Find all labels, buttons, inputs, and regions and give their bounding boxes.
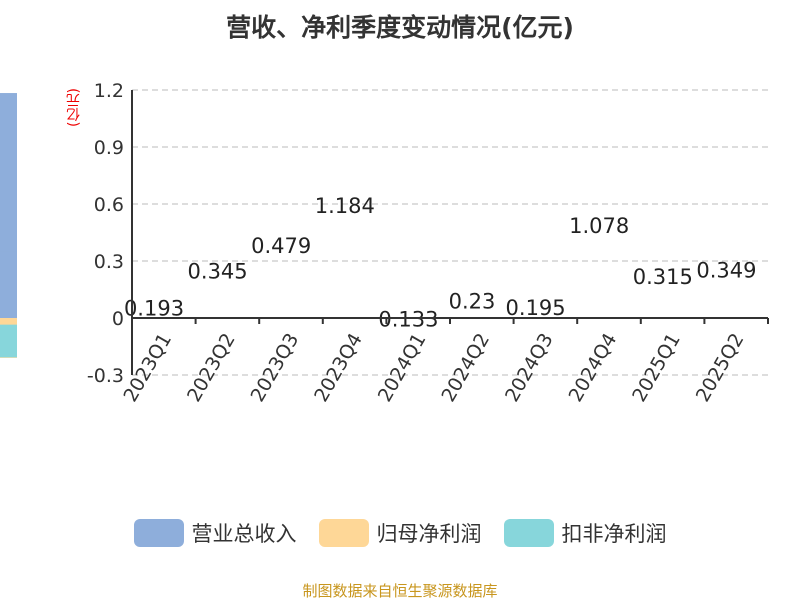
data-label: 0.195	[506, 296, 566, 320]
x-tick-label: 2025Q1	[628, 330, 685, 406]
data-label: 0.315	[633, 265, 693, 289]
data-label: 0.479	[251, 234, 311, 258]
legend: 营业总收入 归母净利润 扣非净利润	[0, 518, 800, 548]
x-tick-label: 2024Q4	[565, 330, 622, 406]
data-label: 0.23	[449, 289, 496, 313]
legend-swatch	[133, 519, 184, 547]
y-tick-label: 0.9	[94, 137, 124, 159]
legend-item[interactable]: 扣非净利润	[503, 518, 667, 548]
legend-label: 扣非净利润	[561, 522, 667, 546]
y-tick-label: 0	[112, 308, 124, 330]
data-label: 0.349	[696, 259, 756, 283]
legend-item[interactable]: 营业总收入	[133, 518, 297, 548]
x-tick-label: 2023Q1	[119, 330, 176, 406]
x-tick-label: 2024Q1	[374, 330, 431, 406]
x-tick-label: 2023Q2	[183, 330, 240, 406]
y-tick-label: 0.6	[94, 194, 124, 216]
data-label: 0.133	[378, 308, 438, 332]
data-label: 1.078	[569, 214, 629, 238]
bar-1	[0, 251, 17, 318]
legend-swatch	[503, 519, 554, 547]
legend-label: 归母净利润	[376, 522, 482, 546]
x-tick-label: 2024Q2	[437, 330, 494, 406]
chart-title: 营收、净利季度变动情况(亿元)	[226, 13, 574, 42]
data-label: 0.345	[188, 259, 248, 283]
data-label: 0.193	[124, 296, 184, 320]
x-tick-label: 2024Q3	[501, 330, 558, 406]
x-tick-label: 2025Q2	[692, 330, 749, 406]
bar-2	[0, 318, 17, 325]
x-tick-label: 2023Q3	[247, 330, 304, 406]
data-label: 1.184	[315, 194, 375, 218]
y-tick-label: 1.2	[94, 80, 124, 102]
y-tick-label: 0.3	[94, 251, 124, 273]
legend-item[interactable]: 归母净利润	[318, 518, 482, 548]
source-note: 制图数据来自恒生聚源数据库	[302, 582, 498, 600]
y-tick-label: -0.3	[87, 365, 124, 387]
x-tick-label: 2023Q4	[310, 330, 367, 406]
legend-label: 营业总收入	[191, 522, 297, 546]
legend-swatch	[318, 519, 369, 547]
